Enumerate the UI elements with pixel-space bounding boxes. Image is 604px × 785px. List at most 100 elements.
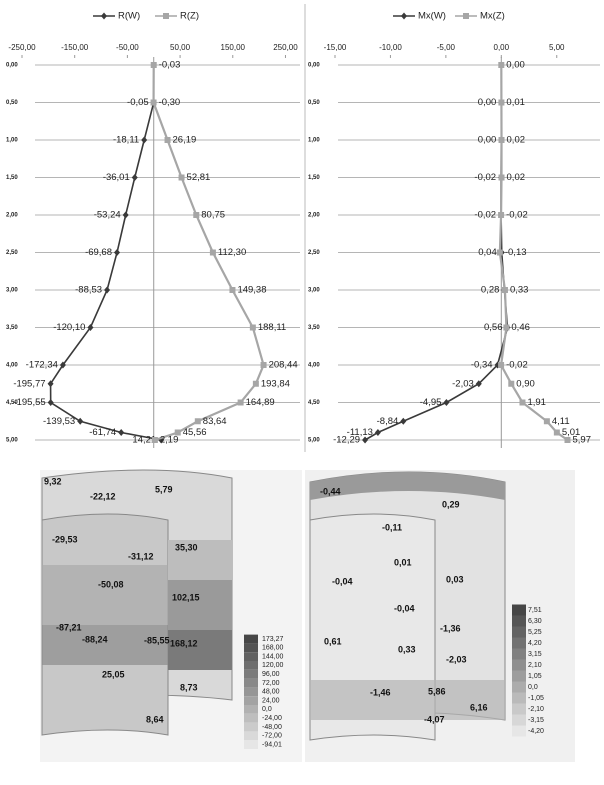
- contour-label: 0,29: [442, 499, 460, 509]
- marker: [554, 430, 560, 436]
- data-label: 0,00: [478, 135, 497, 146]
- data-label: 4,11: [552, 416, 570, 427]
- legend-swatch: [512, 627, 526, 638]
- legend-value: 96,00: [262, 671, 280, 678]
- contour-label: 8,73: [180, 682, 198, 692]
- contour-label: 102,15: [172, 592, 200, 602]
- marker: [253, 381, 259, 387]
- marker: [498, 62, 504, 68]
- marker: [118, 429, 124, 436]
- legend-swatch: [244, 652, 258, 661]
- marker: [375, 429, 381, 436]
- marker: [114, 249, 120, 256]
- band: [42, 565, 168, 625]
- legend-swatch: [512, 704, 526, 715]
- data-label: -0,02: [474, 210, 496, 221]
- data-label: -88,53: [75, 285, 102, 296]
- legend-swatch: [244, 723, 258, 732]
- marker: [508, 381, 514, 387]
- marker: [195, 418, 201, 424]
- contour-label: 8,64: [146, 714, 164, 724]
- legend-swatch: [512, 682, 526, 693]
- x-tick-label: 50,00: [170, 43, 191, 52]
- x-tick-label: -250,00: [8, 43, 36, 52]
- contour-label: 35,30: [175, 542, 198, 552]
- contour-label: 0,03: [446, 574, 464, 584]
- y-tick-label: 1,00: [6, 138, 18, 144]
- marker: [400, 418, 406, 425]
- contour-label: 5,79: [155, 484, 173, 494]
- data-label: 164,89: [246, 397, 275, 408]
- y-tick-label: 0,50: [6, 100, 18, 106]
- contour-label: 0,01: [394, 557, 412, 567]
- marker: [165, 137, 171, 143]
- legend-value: -1,05: [528, 695, 544, 702]
- legend-swatch: [512, 616, 526, 627]
- marker: [502, 287, 508, 293]
- legend-label: R(Z): [180, 11, 199, 22]
- contour-label: -0,11: [382, 522, 402, 532]
- contour-label: -22,12: [90, 491, 116, 501]
- data-label: -139,53: [43, 416, 75, 427]
- legend-value: -2,10: [528, 706, 544, 713]
- data-label: -0,05: [127, 97, 149, 108]
- legend-value: -94,01: [262, 741, 282, 748]
- contour-label: -0,04: [332, 576, 353, 586]
- data-label: 0,02: [507, 172, 526, 183]
- y-tick-label: 2,00: [308, 213, 320, 219]
- data-label: -12,29: [333, 435, 360, 446]
- contour-label: 0,33: [398, 644, 416, 654]
- legend-value: 6,30: [528, 618, 542, 625]
- legend-swatch: [512, 715, 526, 726]
- marker: [498, 100, 504, 106]
- legend-value: 173,27: [262, 636, 284, 643]
- data-label: 52,81: [187, 172, 211, 183]
- band: [168, 630, 232, 670]
- x-tick-label: 0,00: [494, 43, 510, 52]
- legend-value: 5,25: [528, 629, 542, 636]
- legend-value: 120,00: [262, 662, 284, 669]
- data-label: 0,00: [506, 60, 524, 71]
- data-label: -195,55: [13, 397, 45, 408]
- data-label: 0,90: [516, 378, 535, 389]
- data-label: -0,34: [471, 360, 493, 371]
- data-label: 2,19: [160, 435, 179, 446]
- data-label: 193,84: [261, 378, 290, 389]
- data-label: 0,02: [507, 135, 526, 146]
- marker: [498, 212, 504, 218]
- marker: [141, 137, 147, 144]
- legend-label: Mx(W): [418, 11, 446, 22]
- marker: [104, 287, 110, 294]
- x-tick-label: -15,00: [324, 43, 347, 52]
- legend-value: 0,0: [262, 706, 272, 713]
- data-label: 188,11: [258, 322, 286, 333]
- legend-value: -4,20: [528, 728, 544, 735]
- marker: [250, 325, 256, 331]
- data-label: -18,11: [113, 135, 139, 146]
- legend-swatch: [512, 671, 526, 682]
- data-label: -61,74: [89, 427, 116, 438]
- x-tick-label: 250,00: [273, 43, 298, 52]
- contour-label: -2,03: [446, 654, 467, 664]
- y-tick-label: 5,00: [308, 438, 320, 444]
- marker: [193, 212, 199, 218]
- legend-value: 7,51: [528, 607, 542, 614]
- data-label: -0,30: [159, 97, 181, 108]
- data-label: -0,02: [506, 360, 528, 371]
- legend-value: -24,00: [262, 715, 282, 722]
- contour-label: 9,32: [44, 476, 62, 486]
- y-tick-label: 2,00: [6, 213, 18, 219]
- data-label: -120,10: [53, 322, 85, 333]
- y-tick-label: 3,00: [6, 288, 18, 294]
- y-tick-label: 4,50: [308, 400, 320, 406]
- marker: [443, 399, 449, 406]
- data-label: -2,03: [452, 378, 474, 389]
- x-tick-label: -10,00: [379, 43, 402, 52]
- marker: [210, 250, 216, 256]
- contour-label: 0,61: [324, 636, 342, 646]
- data-label: -53,24: [94, 210, 121, 221]
- contour-label: -31,12: [128, 551, 154, 561]
- data-label: 208,44: [269, 360, 298, 371]
- data-label: -36,01: [103, 172, 130, 183]
- legend-swatch: [244, 670, 258, 679]
